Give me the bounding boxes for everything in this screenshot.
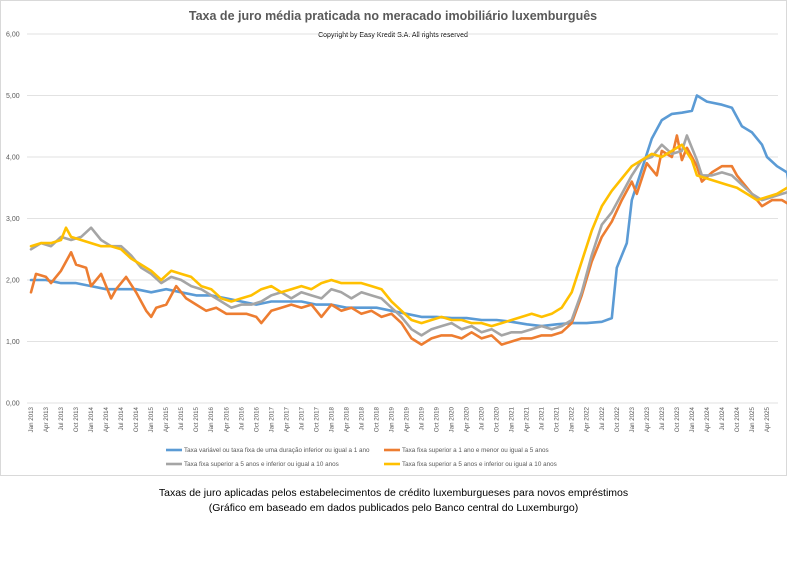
legend-label: Taxa fixa superior a 5 anos e inferior o… [184,461,339,468]
x-tick-label: Jul 2023 [659,406,666,430]
x-tick-label: Apr 2023 [644,406,651,432]
x-tick-label: Jan 2023 [629,406,636,432]
x-tick-label: Oct 2017 [313,406,320,432]
x-tick-label: Jan 2013 [28,406,35,432]
x-tick-label: Jan 2017 [268,406,275,432]
x-tick-label: Apr 2025 [764,406,771,432]
chart-subtitle: Copyright by Easy Kredit S.A. All rights… [318,32,468,39]
y-tick-label: 1,00 [6,339,20,346]
caption-line-1: Taxas de juro aplicadas pelos estabeleci… [158,487,629,499]
x-tick-label: Oct 2022 [614,406,621,432]
y-tick-label: 0,00 [6,401,20,408]
x-tick-label: Jan 2016 [208,406,215,432]
x-tick-label: Oct 2018 [373,406,380,432]
x-tick-label: Oct 2021 [554,406,561,432]
x-tick-label: Jul 2017 [298,406,305,430]
x-tick-label: Jul 2015 [178,406,185,430]
x-tick-label: Apr 2018 [343,406,350,432]
x-tick-label: Oct 2016 [253,406,260,432]
x-tick-label: Jan 2019 [388,406,395,432]
x-tick-label: Oct 2015 [193,406,200,432]
x-tick-label: Apr 2024 [704,406,711,432]
series-line-1 [29,94,787,328]
y-axis-ticks: 0,00 1,00 2,00 3,00 4,00 5,00 6,00 [6,32,20,408]
caption-line-2: (Gráfico em baseado em dados publicados … [208,502,579,514]
x-tick-label: Jan 2014 [88,406,95,432]
y-tick-label: 5,00 [6,93,20,100]
x-tick-label: Jul 2014 [118,406,125,430]
x-tick-label: Oct 2020 [494,406,501,432]
chart-frame [0,0,787,476]
x-tick-label: Apr 2014 [103,406,110,432]
x-tick-label: Apr 2015 [163,406,170,432]
x-tick-label: Apr 2019 [404,406,411,432]
x-tick-label: Apr 2022 [584,406,591,432]
y-tick-label: 2,00 [6,278,20,285]
y-tick-label: 6,00 [6,32,20,39]
chart-title: Taxa de juro média praticada no meracado… [189,9,597,23]
x-tick-label: Oct 2023 [674,406,681,432]
x-tick-label: Jan 2015 [148,406,155,432]
x-tick-label: Jan 2021 [509,406,516,432]
legend: Taxa variável ou taxa fixa de uma duraçã… [166,447,557,468]
figure-caption: Taxas de juro aplicadas pelos estabeleci… [0,486,787,516]
x-tick-label: Jul 2024 [719,406,726,430]
line-chart: Taxa de juro média praticada no meracado… [6,9,787,468]
x-tick-label: Jan 2025 [749,406,756,432]
x-tick-label: Apr 2013 [43,406,50,432]
x-tick-label: Jul 2020 [479,406,486,430]
y-tick-label: 3,00 [6,216,20,223]
x-tick-label: Oct 2013 [73,406,80,432]
x-tick-label: Jan 2022 [569,406,576,432]
legend-label: Taxa fixa superior a 5 anos e inferior o… [402,461,557,468]
y-tick-label: 4,00 [6,155,20,162]
x-tick-label: Oct 2019 [434,406,441,432]
legend-label: Taxa fixa superior a 1 ano e menor ou ig… [402,447,549,454]
x-axis-ticks: Jan 2013 Apr 2013 Jul 2013 Oct 2013 Jan 2014… [28,406,771,432]
x-tick-label: Jul 2018 [358,406,365,430]
series-line-3 [29,134,787,337]
gridlines [27,33,778,404]
x-tick-label: Oct 2024 [734,406,741,432]
x-tick-label: Jul 2019 [419,406,426,430]
x-tick-label: Oct 2014 [133,406,140,432]
legend-label: Taxa variável ou taxa fixa de uma duraçã… [184,447,370,454]
x-tick-label: Jul 2021 [539,406,546,430]
x-tick-label: Jul 2013 [58,406,65,430]
x-tick-label: Apr 2017 [283,406,290,432]
series-lines [29,94,787,346]
x-tick-label: Jan 2024 [689,406,696,432]
x-tick-label: Apr 2016 [223,406,230,432]
x-tick-label: Jul 2022 [599,406,606,430]
series-line-4 [29,143,787,328]
x-tick-label: Apr 2020 [464,406,471,432]
x-tick-label: Apr 2021 [524,406,531,432]
x-tick-label: Jan 2020 [449,406,456,432]
x-tick-label: Jan 2018 [328,406,335,432]
x-tick-label: Jul 2016 [238,406,245,430]
